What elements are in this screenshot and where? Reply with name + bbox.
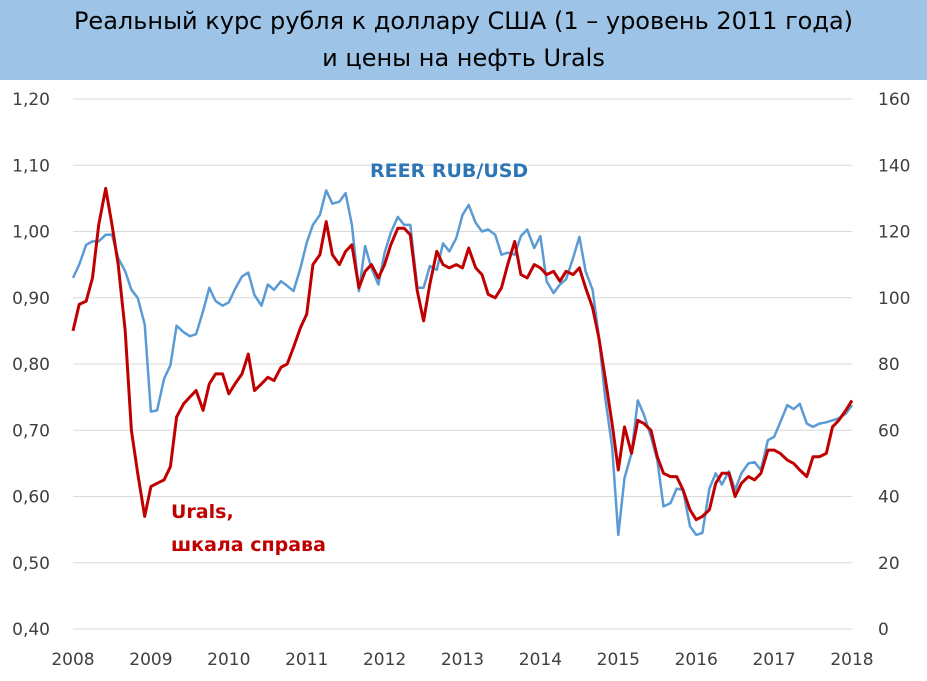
left-tick-label: 0,60 bbox=[12, 488, 50, 508]
reer-line bbox=[71, 189, 854, 537]
annotations: REER RUB/USD Urals, шкала справа bbox=[171, 160, 528, 556]
x-tick-label: 2017 bbox=[752, 650, 795, 670]
x-tick-label: 2015 bbox=[597, 650, 640, 670]
series-lines bbox=[71, 186, 854, 537]
left-tick-label: 0,40 bbox=[12, 620, 50, 640]
right-tick-label: 0 bbox=[878, 620, 889, 640]
urals-axis-note: шкала справа bbox=[171, 534, 326, 556]
right-tick-label: 40 bbox=[878, 488, 900, 508]
x-tick-label: 2012 bbox=[363, 650, 406, 670]
left-tick-label: 0,70 bbox=[12, 421, 50, 441]
title-bar: Реальный курс рубля к доллару США (1 – у… bbox=[0, 0, 927, 80]
right-tick-label: 160 bbox=[878, 90, 910, 110]
x-tick-label: 2009 bbox=[129, 650, 172, 670]
right-tick-label: 80 bbox=[878, 355, 900, 375]
left-axis-ticks: 0,40 0,50 0,60 0,70 0,80 0,90 1,00 1,10 1,20 bbox=[12, 90, 50, 640]
left-tick-label: 0,50 bbox=[12, 554, 50, 574]
left-tick-label: 0,90 bbox=[12, 289, 50, 309]
right-axis-ticks: 0 20 40 60 80 100 120 140 160 bbox=[878, 90, 910, 640]
left-tick-label: 1,00 bbox=[12, 223, 50, 243]
x-tick-label: 2018 bbox=[830, 650, 873, 670]
left-tick-label: 0,80 bbox=[12, 355, 50, 375]
left-tick-label: 1,10 bbox=[12, 156, 50, 176]
x-tick-label: 2016 bbox=[675, 650, 718, 670]
x-axis-ticks: 2008 2009 2010 2011 2012 2013 2014 2015 2016 2017… bbox=[51, 650, 873, 670]
right-tick-label: 140 bbox=[878, 156, 910, 176]
gridlines bbox=[73, 98, 852, 630]
right-tick-label: 100 bbox=[878, 289, 910, 309]
reer-label: REER RUB/USD bbox=[370, 160, 528, 182]
x-tick-label: 2008 bbox=[51, 650, 94, 670]
left-tick-label: 1,20 bbox=[12, 90, 50, 110]
right-tick-label: 20 bbox=[878, 554, 900, 574]
x-tick-label: 2013 bbox=[441, 650, 484, 670]
right-tick-label: 60 bbox=[878, 421, 900, 441]
chart-title-line-2: и цены на нефть Urals bbox=[322, 44, 605, 72]
x-tick-label: 2011 bbox=[285, 650, 328, 670]
x-tick-label: 2010 bbox=[207, 650, 250, 670]
x-tick-label: 2014 bbox=[519, 650, 562, 670]
right-tick-label: 120 bbox=[878, 223, 910, 243]
urals-line bbox=[71, 186, 854, 522]
chart-title-line-1: Реальный курс рубля к доллару США (1 – у… bbox=[73, 7, 854, 35]
urals-label: Urals, bbox=[171, 501, 234, 523]
